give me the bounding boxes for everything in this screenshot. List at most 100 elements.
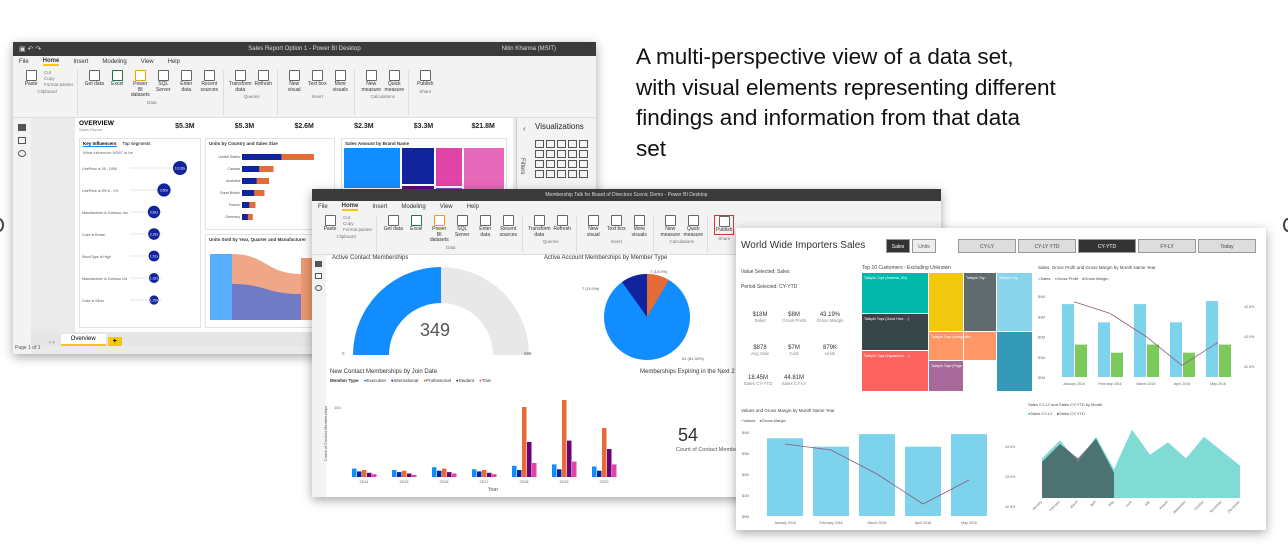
- enter-data-button[interactable]: Enter data: [176, 70, 196, 99]
- membership-bar-chart: 100 2014 2015 2016 2017 2018 2019 2020: [334, 400, 617, 484]
- visual-icon[interactable]: [579, 160, 588, 168]
- get-data-button[interactable]: Get data: [383, 215, 403, 244]
- visual-icon[interactable]: [568, 140, 577, 148]
- menu-help[interactable]: Help: [167, 59, 180, 65]
- sql-server-button[interactable]: SQL Server: [153, 70, 173, 99]
- new-visual-button[interactable]: New visual: [583, 215, 603, 238]
- transform-data-button[interactable]: Transform data: [229, 70, 252, 93]
- data-view-icon[interactable]: [315, 273, 322, 279]
- model-view-icon[interactable]: [18, 150, 26, 157]
- model-view-icon[interactable]: [315, 285, 322, 291]
- prev-arrow-icon[interactable]: [0, 218, 4, 232]
- new-visual-button[interactable]: New visual: [284, 70, 304, 93]
- excel-button[interactable]: Excel: [406, 215, 426, 244]
- menu-modeling[interactable]: Modeling: [401, 204, 426, 210]
- text-box-button[interactable]: Text box: [307, 70, 327, 93]
- powerbi-datasets-button[interactable]: Power BI datasets: [429, 215, 449, 244]
- period-fy-ly[interactable]: FY-LY: [1138, 239, 1196, 253]
- visual-icon[interactable]: [535, 140, 544, 148]
- next-arrow-icon[interactable]: [1283, 218, 1288, 232]
- menu-file[interactable]: File: [318, 204, 328, 210]
- quick-measure-button[interactable]: Quick measure: [384, 70, 404, 93]
- visual-icon[interactable]: [535, 160, 544, 168]
- visual-icon[interactable]: [557, 140, 566, 148]
- toggle-sales[interactable]: Sales: [886, 239, 910, 253]
- refresh-label: Refresh: [254, 81, 273, 87]
- format-painter-button[interactable]: Format painter: [44, 82, 74, 87]
- menu-insert[interactable]: Insert: [372, 204, 388, 210]
- filters-label[interactable]: Filters: [519, 158, 525, 175]
- report-view-icon[interactable]: [315, 261, 322, 267]
- copy-button[interactable]: Copy: [343, 221, 354, 226]
- refresh-button[interactable]: Refresh: [253, 70, 273, 93]
- add-page-button[interactable]: +: [107, 337, 122, 346]
- period-cy-ly-ytd[interactable]: CY-LY YTD: [1018, 239, 1076, 253]
- collapse-chevron-icon[interactable]: ‹: [523, 124, 526, 133]
- tab-top-segments[interactable]: Top segments: [122, 141, 151, 146]
- y2-tick: 43.5%: [1005, 445, 1016, 449]
- visual-icon[interactable]: [535, 170, 544, 178]
- visual-icon[interactable]: [557, 170, 566, 178]
- visual-icon[interactable]: [557, 160, 566, 168]
- menu-view[interactable]: View: [140, 59, 154, 65]
- visual-icon[interactable]: [546, 170, 555, 178]
- powerbi-datasets-button[interactable]: Power BI datasets: [130, 70, 150, 99]
- publish-button[interactable]: Publish: [415, 70, 435, 88]
- publish-button[interactable]: Publish: [714, 215, 735, 235]
- visual-icon[interactable]: [579, 150, 588, 158]
- visual-icon[interactable]: [568, 170, 577, 178]
- menu-view[interactable]: View: [439, 204, 453, 210]
- menu-home[interactable]: Home: [42, 58, 60, 66]
- period-cy-ytd[interactable]: CY-YTD: [1078, 239, 1136, 253]
- x-tick: 2015: [400, 479, 410, 484]
- paste-button[interactable]: Paste: [21, 70, 41, 88]
- more-visuals-button[interactable]: More visuals: [330, 70, 350, 93]
- customers-treemap[interactable]: Tailspin Toys (Aramita, NV) Tailspin Toy…: [862, 273, 1032, 391]
- kpi-label: Cost: [789, 351, 799, 356]
- cut-button[interactable]: Cut: [44, 70, 52, 75]
- refresh-button[interactable]: Refresh: [552, 215, 572, 238]
- visual-icon[interactable]: [535, 150, 544, 158]
- visual-icon[interactable]: [568, 160, 577, 168]
- menu-modeling[interactable]: Modeling: [102, 59, 127, 65]
- new-measure-button[interactable]: New measure: [361, 70, 381, 93]
- visual-icon[interactable]: [568, 150, 577, 158]
- menu-insert[interactable]: Insert: [73, 59, 89, 65]
- menu-help[interactable]: Help: [466, 204, 479, 210]
- report-view-icon[interactable]: [18, 124, 26, 131]
- copy-button[interactable]: Copy: [44, 76, 55, 81]
- scroll-left-icon[interactable]: ‹ ›: [49, 340, 55, 346]
- recent-sources-button[interactable]: Recent sources: [199, 70, 219, 99]
- key-influencers-panel[interactable]: Key Influencers Top segments What influe…: [79, 138, 201, 328]
- recent-sources-button[interactable]: Recent sources: [498, 215, 518, 244]
- visual-icon[interactable]: [579, 170, 588, 178]
- country-bar-segment: [254, 190, 265, 196]
- period-cy-ly[interactable]: CY-LY: [958, 239, 1016, 253]
- paste-button[interactable]: Paste: [320, 215, 340, 233]
- data-view-icon[interactable]: [18, 137, 26, 144]
- excel-button[interactable]: Excel: [107, 70, 127, 99]
- x-tick: April 2016: [1174, 382, 1190, 386]
- enter-data-button[interactable]: Enter data: [475, 215, 495, 244]
- quick-measure-button[interactable]: Quick measure: [683, 215, 703, 238]
- visual-icon[interactable]: [579, 140, 588, 148]
- get-data-button[interactable]: Get data: [84, 70, 104, 99]
- more-visuals-button[interactable]: More visuals: [629, 215, 649, 238]
- text-box-button[interactable]: Text box: [606, 215, 626, 238]
- save-icon[interactable]: ▣ ↶ ↷: [19, 46, 42, 53]
- cut-button[interactable]: Cut: [343, 215, 351, 220]
- transform-data-button[interactable]: Transform data: [528, 215, 551, 238]
- tab-key-influencers[interactable]: Key Influencers: [83, 141, 117, 147]
- menu-file[interactable]: File: [19, 59, 29, 65]
- visual-icon[interactable]: [546, 160, 555, 168]
- sql-server-button[interactable]: SQL Server: [452, 215, 472, 244]
- period-today[interactable]: Today: [1198, 239, 1256, 253]
- menu-home[interactable]: Home: [341, 203, 359, 211]
- toggle-units[interactable]: Units: [912, 239, 936, 253]
- visual-icon[interactable]: [546, 150, 555, 158]
- new-measure-button[interactable]: New measure: [660, 215, 680, 238]
- tab-overview[interactable]: Overview: [60, 334, 106, 346]
- format-painter-button[interactable]: Format painter: [343, 227, 373, 232]
- visual-icon[interactable]: [557, 150, 566, 158]
- visual-icon[interactable]: [546, 140, 555, 148]
